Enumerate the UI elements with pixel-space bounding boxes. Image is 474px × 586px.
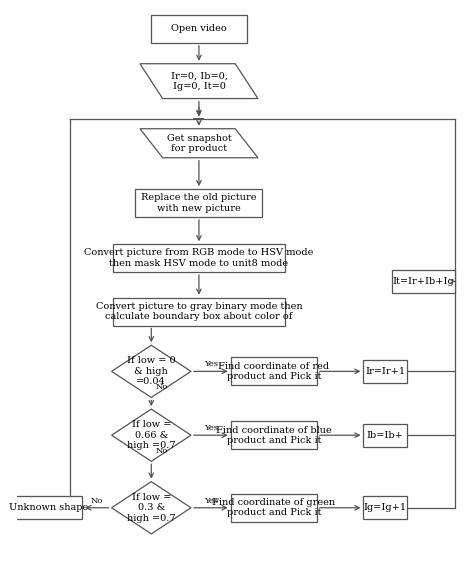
- FancyBboxPatch shape: [392, 270, 456, 293]
- FancyBboxPatch shape: [231, 494, 317, 522]
- Text: Unknown shape: Unknown shape: [9, 503, 88, 512]
- Text: Find coordinate of blue
product and Pick it: Find coordinate of blue product and Pick…: [216, 425, 332, 445]
- Text: Ir=Ir+1: Ir=Ir+1: [365, 367, 405, 376]
- Text: Ib=Ib+: Ib=Ib+: [366, 431, 403, 440]
- Text: Find coordinate of red
product and Pick it: Find coordinate of red product and Pick …: [218, 362, 329, 381]
- Polygon shape: [111, 482, 191, 534]
- Text: Yes: Yes: [204, 497, 218, 505]
- Text: If low =
0.3 &
high =0.7: If low = 0.3 & high =0.7: [127, 493, 175, 523]
- FancyBboxPatch shape: [113, 244, 285, 272]
- FancyBboxPatch shape: [136, 189, 263, 217]
- Text: It=Ir+Ib+Ig: It=Ir+Ib+Ig: [392, 277, 455, 286]
- Text: Find coordinate of green
product and Pick it: Find coordinate of green product and Pic…: [212, 498, 336, 517]
- Text: Get snapshot
for product: Get snapshot for product: [166, 134, 231, 153]
- Text: Open video: Open video: [171, 25, 227, 33]
- FancyBboxPatch shape: [364, 360, 407, 383]
- Text: Convert picture from RGB mode to HSV mode
then mask HSV mode to unit8 mode: Convert picture from RGB mode to HSV mod…: [84, 248, 314, 268]
- Text: Replace the old picture
with new picture: Replace the old picture with new picture: [141, 193, 257, 213]
- Polygon shape: [111, 345, 191, 397]
- Polygon shape: [140, 129, 258, 158]
- Text: If low = 0
& high
=0.04: If low = 0 & high =0.04: [127, 356, 175, 386]
- FancyBboxPatch shape: [364, 424, 407, 447]
- Text: If low =
0.66 &
high =0.7: If low = 0.66 & high =0.7: [127, 420, 175, 450]
- FancyBboxPatch shape: [151, 15, 246, 43]
- FancyBboxPatch shape: [364, 496, 407, 519]
- Polygon shape: [140, 64, 258, 98]
- FancyBboxPatch shape: [14, 496, 82, 519]
- FancyBboxPatch shape: [231, 357, 317, 385]
- Text: Yes: Yes: [204, 360, 218, 369]
- Text: No: No: [156, 447, 168, 455]
- Polygon shape: [111, 409, 191, 461]
- Text: No: No: [156, 383, 168, 391]
- FancyBboxPatch shape: [231, 421, 317, 449]
- Text: No: No: [90, 497, 102, 505]
- Text: Ig=Ig+1: Ig=Ig+1: [364, 503, 407, 512]
- Text: Convert picture to gray binary mode then
calculate boundary box about color of: Convert picture to gray binary mode then…: [96, 302, 302, 321]
- FancyBboxPatch shape: [113, 298, 285, 325]
- Text: Yes: Yes: [204, 424, 218, 432]
- Text: Ir=0, Ib=0,
Ig=0, It=0: Ir=0, Ib=0, Ig=0, It=0: [171, 71, 228, 91]
